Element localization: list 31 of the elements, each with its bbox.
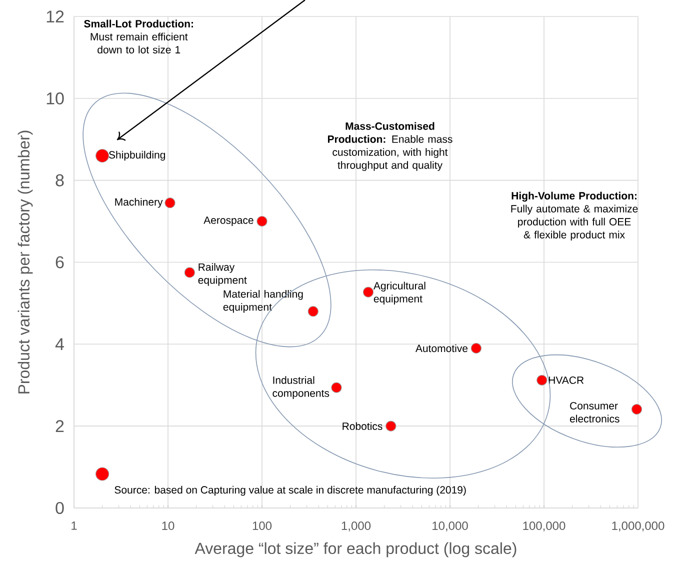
annotation: Industrial components [272,376,330,399]
annotation: Material handling equipment [223,290,303,313]
annotation: Shipbuilding [108,150,166,161]
annotation: Robotics [342,422,382,430]
annotation: High-Volume Production: Fully automate & maximize production with full OEE & flexible product mix [511,192,638,241]
annotation: Aerospace [204,216,254,226]
x-tick-label: 100,000 [523,522,566,532]
x-tick-label: 10 [162,522,174,530]
x-tick-label: 100 [252,522,272,530]
x-tick-label: 1 [72,522,77,530]
y-tick-label: 4 [55,338,64,350]
x-tick-label: 1,000,000 [612,522,664,532]
y-tick-label: 0 [56,502,64,514]
annotation: HVACR [548,376,584,384]
annotation: Machinery [115,198,163,208]
annotation: Automotive [415,344,468,352]
annotation: Agricultural equipment [373,282,426,305]
annotation: Railway equipment [198,263,247,286]
y-tick-label: 10 [46,92,64,104]
y-tick-label: 2 [56,420,64,432]
annotation: Mass-Customised Production: Enable mass customization, with hight throughput and quality [328,122,452,171]
y-axis-title: Product variants per factory (number) [18,130,33,394]
annotation: Source: based on Capturing value at scale in discrete manufacturing (2019) [114,486,466,496]
annotation: Consumer electronics [570,402,620,422]
x-axis-title: Average “lot size” for each product (log scale) [194,542,516,558]
x-tick-label: 1,000 [342,522,371,532]
y-tick-label: 12 [46,10,64,22]
y-tick-label: 6 [56,256,64,268]
x-tick-label: 10,000 [432,522,468,532]
y-tick-label: 8 [56,174,64,186]
annotation: Small-Lot Production: Must remain efficient down to lot size 1 [84,20,193,54]
